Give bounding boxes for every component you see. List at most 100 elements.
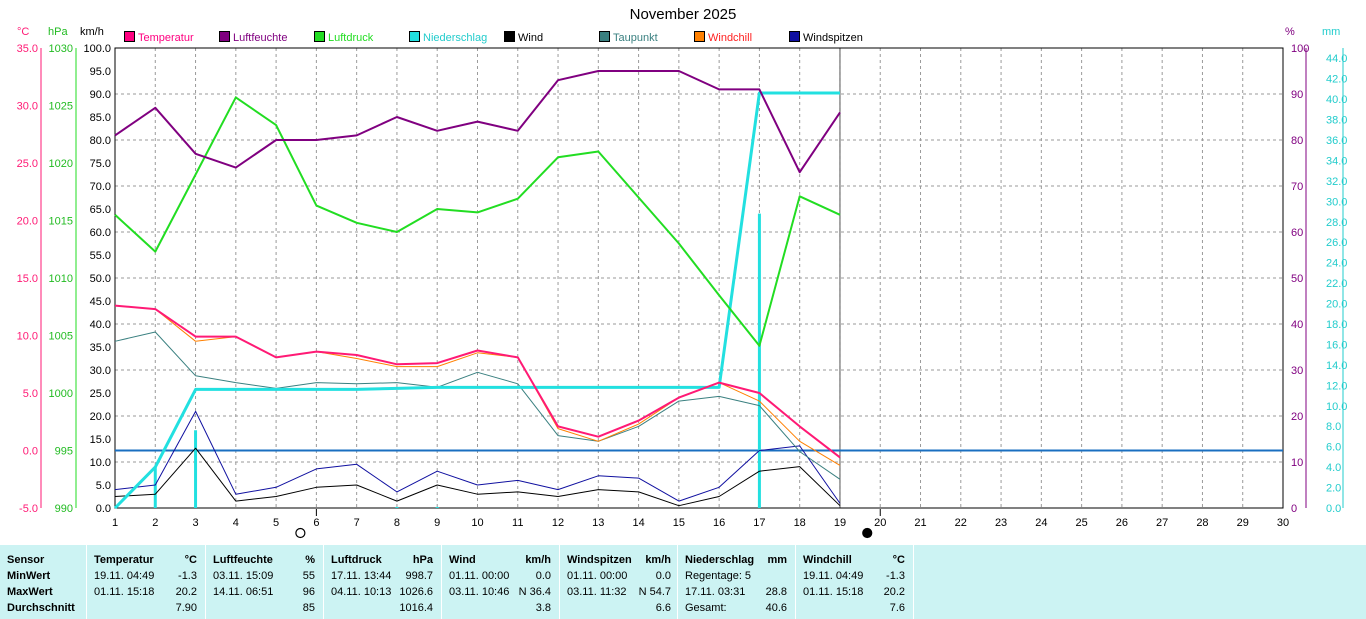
- humidity-tick-label: 60: [1291, 227, 1303, 239]
- windchill-max-value: 20.2: [883, 586, 905, 598]
- precip-tick-label: 10.0: [1326, 401, 1347, 413]
- humidity-tick-label: 10: [1291, 457, 1303, 469]
- pressure-tick-label: 1000: [49, 388, 73, 400]
- series-line-niederschlag-kumuliert: [113, 91, 840, 510]
- windchill-header: Windchill: [803, 554, 852, 566]
- legend-item: Windspitzen: [789, 31, 863, 44]
- humidity-tick-label: 50: [1291, 273, 1303, 285]
- humidity-tick-label: 20: [1291, 411, 1303, 423]
- wind-tick-label: 10.0: [90, 457, 111, 469]
- legend-item: Niederschlag: [409, 31, 487, 44]
- legend-swatch: [789, 31, 800, 42]
- luftdruck-max-value: 1026.6: [399, 586, 433, 598]
- legend-item: Windchill: [694, 31, 752, 44]
- wind-tick-label: 60.0: [90, 227, 111, 239]
- x-tick-label: 7: [354, 517, 360, 529]
- x-tick-label: 26: [1116, 517, 1128, 529]
- wind-tick-label: 55.0: [90, 250, 111, 262]
- wind-tick-label: 65.0: [90, 204, 111, 216]
- precip-tick-label: 40.0: [1326, 94, 1347, 106]
- temp-unit-label: °C: [17, 26, 30, 38]
- temp-tick-label: 0.0: [23, 446, 38, 458]
- windchill-min-time: 19.11. 04:49: [803, 570, 864, 582]
- x-tick-label: 2: [152, 517, 158, 529]
- x-tick-label: 1: [112, 517, 118, 529]
- luftfeuchte-avg-value: 85: [302, 602, 315, 614]
- temperatur-max-time: 01.11. 15:18: [94, 586, 155, 598]
- x-tick-label: 18: [794, 517, 806, 529]
- temp-tick-label: 10.0: [17, 331, 38, 343]
- series-line-temperatur: [114, 304, 841, 459]
- temp-tick-label: 15.0: [17, 273, 38, 285]
- legend-label: Taupunkt: [613, 32, 658, 44]
- wind-tick-label: 50.0: [90, 273, 111, 285]
- humidity-tick-label: 30: [1291, 365, 1303, 377]
- precip-tick-label: 14.0: [1326, 360, 1347, 372]
- niederschlag-total-label: Gesamt:: [685, 602, 727, 614]
- luftdruck-max-time: 04.11. 10:13: [331, 586, 392, 598]
- legend-item: Wind: [504, 31, 543, 44]
- precip-tick-label: 30.0: [1326, 196, 1347, 208]
- windspitzen-max-value: N 54.7: [638, 586, 671, 598]
- new-moon-icon: [862, 527, 873, 539]
- series-line-windspitzen: [114, 410, 841, 504]
- precip-tick-label: 24.0: [1326, 258, 1347, 270]
- chart-title: November 2025: [629, 6, 737, 23]
- weather-chart: -5.00.05.010.015.020.025.030.035.0990995…: [17, 43, 1347, 539]
- wind-tick-label: 30.0: [90, 365, 111, 377]
- wind-avg-value: 3.8: [535, 602, 551, 614]
- humidity-tick-label: 0: [1291, 503, 1297, 515]
- legend-item: Temperatur: [124, 31, 194, 44]
- pressure-unit-label: hPa: [48, 26, 68, 38]
- stats-luftfeuchte-column: Luftfeuchte% 03.11. 15:09 55 14.11. 06:51…: [206, 545, 324, 619]
- legend-item: Luftfeuchte: [219, 31, 287, 44]
- series-line-wind: [114, 447, 841, 507]
- niederschlag-max-time: 17.11. 03:31: [685, 586, 746, 598]
- statistics-table: Sensor MinWert MaxWert Durchschnitt Temp…: [0, 545, 1366, 619]
- x-tick-label: 22: [955, 517, 967, 529]
- x-tick-label: 13: [592, 517, 604, 529]
- minwert-label: MinWert: [7, 570, 51, 582]
- series-line-luftdruck: [114, 96, 841, 347]
- niederschlag-regentage: Regentage: 5: [685, 570, 752, 582]
- humidity-tick-label: 40: [1291, 319, 1303, 331]
- stats-luftdruck-column: Luftdruck hPa 17.11. 13:44 998.7 04.11. 10…: [324, 545, 442, 619]
- humidity-tick-label: 90: [1291, 89, 1303, 101]
- luftdruck-avg-value: 1016.4: [399, 602, 433, 614]
- wind-header: Wind: [449, 554, 476, 566]
- x-tick-label: 17: [753, 517, 765, 529]
- windchill-avg-value: 7.6: [889, 602, 905, 614]
- legend-item: Taupunkt: [599, 31, 658, 44]
- temperatur-min-time: 19.11. 04:49: [94, 570, 155, 582]
- wind-max-value: N 36.4: [518, 586, 551, 598]
- windchill-unit: °C: [892, 554, 905, 566]
- windspitzen-max-time: 03.11. 11:32: [567, 586, 627, 598]
- legend-swatch: [124, 31, 135, 42]
- pressure-tick-label: 995: [55, 446, 73, 458]
- windspitzen-min-value: 0.0: [655, 570, 671, 582]
- luftfeuchte-min-time: 03.11. 15:09: [213, 570, 274, 582]
- precip-tick-label: 22.0: [1326, 278, 1347, 290]
- sensor-header: Sensor: [7, 554, 45, 566]
- temp-tick-label: -5.0: [19, 503, 38, 515]
- legend-label: Windchill: [708, 32, 753, 44]
- wind-min-value: 0.0: [535, 570, 551, 582]
- humidity-tick-label: 70: [1291, 181, 1303, 193]
- wind-tick-label: 0.0: [96, 503, 111, 515]
- legend-label: Temperatur: [138, 32, 194, 44]
- full-moon-icon: [295, 527, 306, 539]
- luftfeuchte-max-time: 14.11. 06:51: [213, 586, 274, 598]
- wind-tick-label: 95.0: [90, 66, 111, 78]
- pressure-tick-label: 990: [55, 503, 73, 515]
- stats-windspitzen-column: Windspitzen km/h 01.11. 00:00 0.0 03.11. 1…: [560, 545, 678, 619]
- x-tick-label: 23: [995, 517, 1007, 529]
- legend-label: Wind: [518, 32, 544, 44]
- legend-item: Luftdruck: [314, 31, 373, 44]
- temperatur-unit: °C: [184, 554, 197, 566]
- wind-tick-label: 35.0: [90, 342, 111, 354]
- wind-tick-label: 90.0: [90, 89, 111, 101]
- wind-tick-label: 15.0: [90, 434, 111, 446]
- temperatur-header: Temperatur: [94, 554, 154, 566]
- luftdruck-header: Luftdruck: [331, 554, 382, 566]
- luftdruck-unit: hPa: [412, 554, 433, 566]
